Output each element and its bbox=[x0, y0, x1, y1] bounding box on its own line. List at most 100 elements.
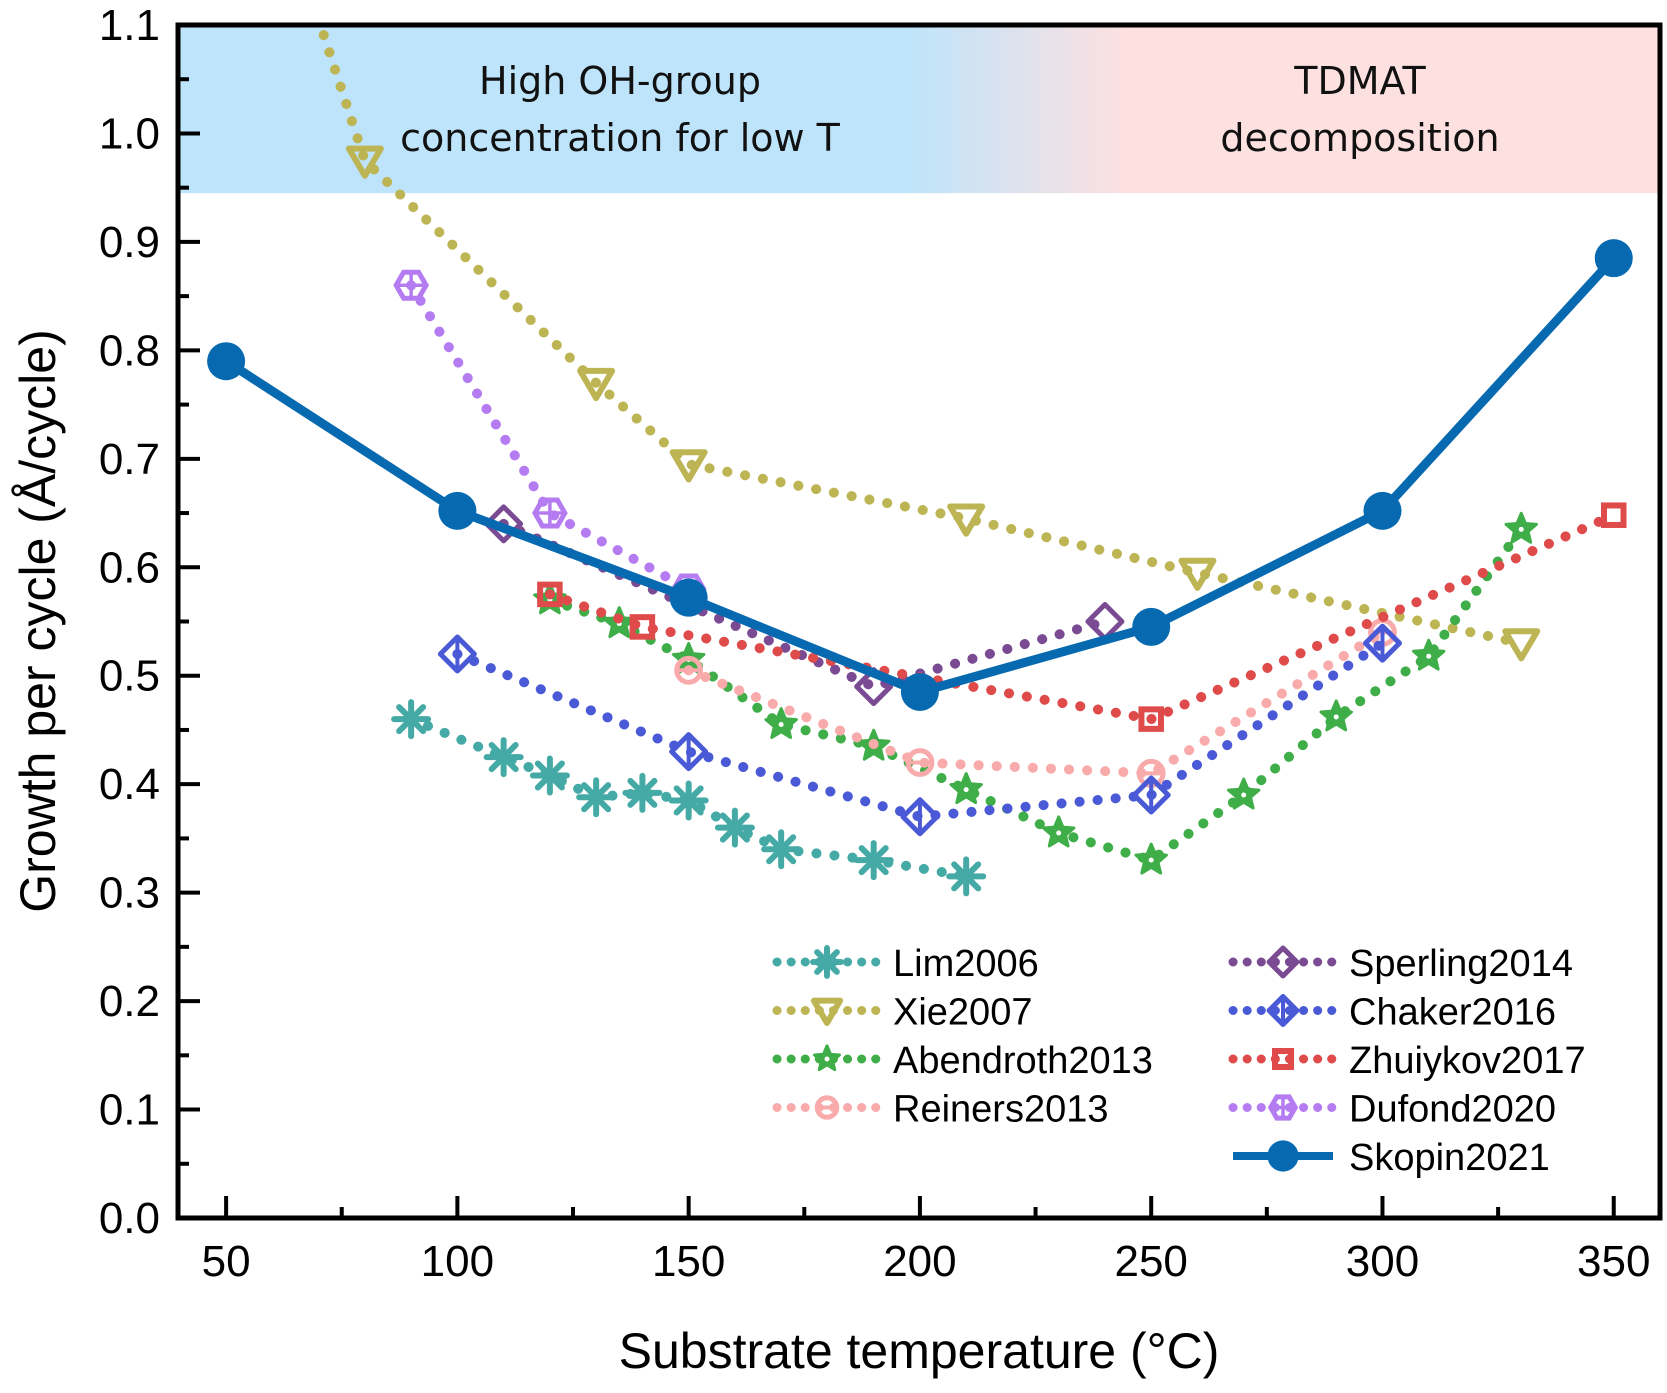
region-label-low-t: concentration for low T bbox=[400, 116, 841, 160]
marker-filled-circle bbox=[1363, 491, 1402, 530]
legend-item-skopin2021: Skopin2021 bbox=[1233, 1137, 1550, 1179]
data-point-dufond2020 bbox=[393, 269, 430, 301]
data-point-skopin2021 bbox=[900, 672, 939, 711]
data-point-lim2006 bbox=[622, 772, 663, 813]
x-tick-label: 200 bbox=[883, 1237, 956, 1286]
data-point-lim2006 bbox=[668, 780, 709, 821]
y-tick-label: 0.0 bbox=[99, 1194, 160, 1243]
legend-label: Reiners2013 bbox=[893, 1089, 1108, 1131]
series-line-skopin2021 bbox=[221, 253, 1619, 697]
marker-triangle bbox=[577, 367, 616, 402]
y-tick-label: 0.7 bbox=[99, 435, 160, 484]
marker-asterisk bbox=[396, 704, 427, 735]
marker-star-center bbox=[1333, 714, 1339, 720]
data-point-skopin2021 bbox=[1363, 491, 1402, 530]
marker-filled-circle bbox=[900, 672, 939, 711]
data-point-dufond2020 bbox=[532, 497, 568, 529]
data-point-abendroth2013 bbox=[1504, 511, 1538, 544]
marker-diamond bbox=[484, 504, 524, 544]
y-tick-label: 0.2 bbox=[99, 977, 160, 1026]
marker-star-center bbox=[1518, 526, 1524, 532]
data-point-zhuiykov2017 bbox=[629, 614, 656, 640]
region-label-low-t: High OH-group bbox=[479, 59, 761, 103]
data-point-chaker2016 bbox=[669, 732, 709, 772]
marker-asterisk bbox=[858, 845, 889, 876]
series-line-sperling2014 bbox=[498, 518, 1110, 692]
x-tick-label: 100 bbox=[421, 1237, 494, 1286]
legend-item-abendroth2013: Abendroth2013 bbox=[772, 1040, 1153, 1082]
data-point-lim2006 bbox=[946, 856, 987, 897]
data-point-abendroth2013 bbox=[764, 707, 798, 739]
marker-asterisk bbox=[766, 834, 797, 865]
legend-item-dufond2020: Dufond2020 bbox=[1228, 1089, 1556, 1131]
marker-filled-circle bbox=[207, 342, 246, 381]
legend-label: Xie2007 bbox=[893, 992, 1032, 1034]
region-label-decomposition: TDMAT bbox=[1293, 59, 1426, 103]
series-dufond2020 bbox=[393, 269, 707, 605]
series-skopin2021 bbox=[207, 239, 1633, 711]
marker-asterisk bbox=[719, 812, 750, 843]
data-point-chaker2016 bbox=[900, 797, 940, 837]
y-tick-label: 0.8 bbox=[99, 326, 160, 375]
y-axis-title: Growth per cycle (Å/cycle) bbox=[10, 329, 66, 912]
data-point-skopin2021 bbox=[207, 342, 246, 381]
data-point-lim2006 bbox=[714, 807, 755, 848]
x-tick-label: 150 bbox=[652, 1237, 725, 1286]
series-line-lim2006 bbox=[406, 714, 972, 882]
marker-filled-circle bbox=[438, 491, 477, 530]
marker-diamond bbox=[1266, 945, 1300, 979]
data-point-zhuiykov2017 bbox=[1600, 502, 1627, 528]
x-tick-label: 350 bbox=[1577, 1237, 1650, 1286]
marker-asterisk bbox=[627, 777, 658, 808]
legend-label: Sperling2014 bbox=[1349, 943, 1573, 985]
marker-asterisk bbox=[673, 785, 704, 816]
marker-triangle bbox=[669, 449, 708, 483]
marker-star-center bbox=[1056, 830, 1062, 836]
data-point-lim2006 bbox=[483, 737, 524, 778]
marker-square bbox=[537, 581, 563, 608]
marker-triangle bbox=[1178, 557, 1217, 591]
y-tick-label: 0.3 bbox=[99, 869, 160, 918]
legend: Lim2006 Xie2007 Abendroth2013 Reiners2013 Sp… bbox=[772, 943, 1586, 1179]
legend-item-xie2007: Xie2007 bbox=[772, 992, 1032, 1034]
data-point-lim2006 bbox=[529, 755, 570, 796]
y-tick-label: 0.1 bbox=[99, 1086, 160, 1135]
region-band bbox=[178, 25, 1660, 194]
legend-label: Dufond2020 bbox=[1349, 1089, 1556, 1131]
data-point-lim2006 bbox=[761, 829, 802, 870]
data-point-chaker2016 bbox=[1362, 623, 1402, 663]
marker-star-center bbox=[1426, 653, 1432, 659]
data-point-lim2006 bbox=[391, 699, 432, 740]
data-point-chaker2016 bbox=[1131, 775, 1171, 815]
x-axis-title: Substrate temperature (°C) bbox=[619, 1323, 1220, 1379]
legend-label: Lim2006 bbox=[893, 943, 1039, 985]
marker-triangle bbox=[947, 503, 986, 537]
series-chaker2016 bbox=[437, 623, 1402, 837]
y-tick-label: 1.0 bbox=[99, 109, 160, 158]
legend-label: Abendroth2013 bbox=[893, 1040, 1153, 1082]
legend-item-chaker2016: Chaker2016 bbox=[1228, 992, 1556, 1034]
marker-asterisk bbox=[814, 949, 840, 975]
data-point-reiners2013 bbox=[905, 748, 935, 777]
legend-item-lim2006: Lim2006 bbox=[772, 943, 1039, 985]
data-point-skopin2021 bbox=[438, 491, 477, 530]
marker-filled-circle bbox=[669, 578, 708, 617]
data-point-abendroth2013 bbox=[1041, 815, 1076, 848]
data-point-xie2007 bbox=[947, 503, 986, 537]
legend-label: Zhuiykov2017 bbox=[1349, 1040, 1586, 1082]
axes: 50 100 150 200 250 300 350 0.0 0.1 0.2 0.3 0.4 0.5 0.… bbox=[99, 1, 1663, 1286]
series-zhuiykov2017 bbox=[537, 502, 1627, 732]
data-point-skopin2021 bbox=[1132, 607, 1171, 646]
marker-star-center bbox=[1148, 857, 1154, 863]
data-point-abendroth2013 bbox=[1412, 638, 1446, 671]
data-point-xie2007 bbox=[1502, 628, 1541, 662]
marker-triangle bbox=[345, 145, 384, 179]
y-tick-label: 0.4 bbox=[99, 760, 160, 809]
data-point-xie2007 bbox=[577, 367, 616, 402]
series-line-xie2007 bbox=[315, 25, 1527, 649]
y-tick-label: 1.1 bbox=[99, 1, 160, 50]
data-point-zhuiykov2017 bbox=[1138, 706, 1164, 732]
data-point-chaker2016 bbox=[437, 634, 477, 674]
data-point-abendroth2013 bbox=[1226, 777, 1261, 810]
series-line-zhuiykov2017 bbox=[544, 510, 1619, 725]
